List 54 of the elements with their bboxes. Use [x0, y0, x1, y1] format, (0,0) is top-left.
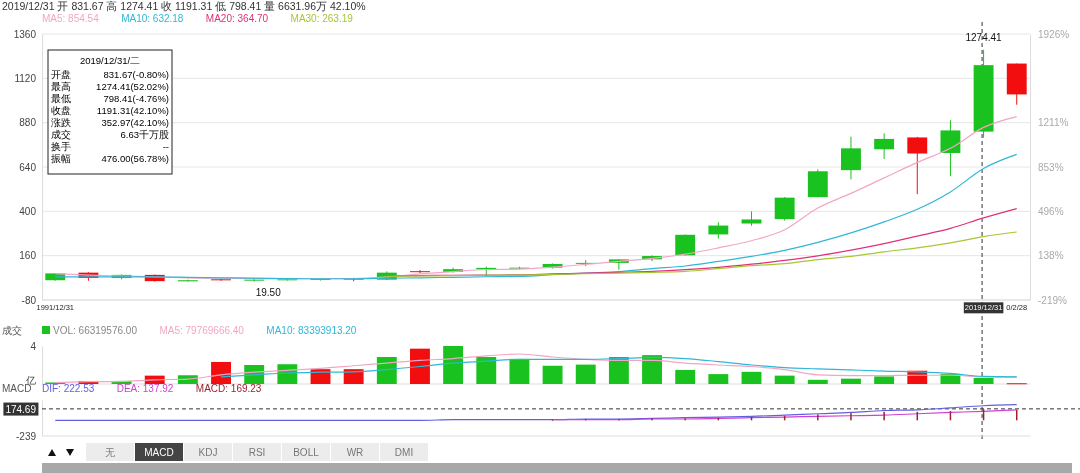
annotation: 831.67(-0.80%) — [103, 69, 169, 80]
y-tick-label: -80 — [21, 294, 37, 306]
annotation: 1274.41(52.02%) — [96, 81, 169, 92]
annotation: 2019/12/31/二 — [79, 55, 141, 66]
y-tick-label: 400 — [19, 206, 37, 218]
text: DEA: 137.92 — [116, 383, 174, 394]
text: MA20: 364.70 — [205, 13, 269, 24]
y-tick-label: 640 — [19, 161, 37, 173]
y-tick-label: 160 — [19, 250, 37, 262]
chart-title: 2019/12/31 开 831.67 高 1274.41 收 1191.31 低 798.41 量 6631.96万 42.10% — [2, 0, 366, 12]
annotation: 成交 — [51, 129, 71, 140]
annotation: 1274.41 — [965, 31, 1003, 43]
y-tick-label: 1120 — [14, 73, 37, 85]
text: MA5: 79769666.40 — [159, 325, 245, 336]
annotation: 收盘 — [51, 105, 71, 116]
annotation: 开盘 — [51, 69, 71, 80]
annotation: 振幅 — [51, 153, 71, 164]
y-axis-title: 成交 — [2, 325, 22, 336]
annotation: 6.63千万股 — [120, 129, 169, 140]
annotation: 476.00(56.78%) — [101, 153, 169, 164]
text: BOLL — [293, 447, 320, 458]
text: 无 — [105, 447, 115, 458]
y2-tick-label: 1211% — [1038, 117, 1069, 129]
y2-tick-label: 1926% — [1038, 28, 1070, 40]
text: MACD — [144, 447, 174, 458]
annotation: 798.41(-4.76%) — [103, 93, 169, 104]
y2-tick-label: 138% — [1038, 250, 1064, 262]
text: MACD: 169.23 — [195, 383, 262, 394]
annotation: 19.50 — [255, 286, 282, 298]
annotation: 最高 — [51, 81, 71, 92]
text: MA10: 83393913.20 — [266, 325, 357, 336]
y-tick-label: 880 — [19, 117, 37, 129]
y2-tick-label: 496% — [1038, 206, 1064, 218]
y-tick-label: 174.69 — [5, 403, 37, 415]
annotation: 1191.31(42.10%) — [96, 105, 169, 116]
y-tick-label: -239 — [15, 430, 37, 442]
annotation: 最低 — [51, 93, 71, 104]
text: MA30: 263.19 — [290, 13, 354, 24]
text: DIF: 222.53 — [42, 383, 95, 394]
legend-label: VOL: 66319576.00 — [53, 325, 138, 336]
annotation: 换手 — [51, 141, 71, 152]
text: RSI — [248, 447, 266, 458]
y2-tick-label: -219% — [1038, 294, 1068, 306]
y2-tick-label: 853% — [1038, 161, 1064, 173]
text: DMI — [394, 447, 414, 458]
y-tick-label: 1360 — [13, 28, 37, 40]
annotation: 352.97(42.10%) — [101, 117, 169, 128]
annotation: 涨跌 — [51, 117, 71, 128]
text: 4 — [30, 341, 37, 352]
text: MA10: 632.18 — [121, 13, 184, 24]
annotation: -- — [162, 141, 169, 152]
text: KDJ — [198, 447, 218, 458]
text: WR — [346, 447, 364, 458]
text: MA5: 854.54 — [42, 13, 100, 24]
